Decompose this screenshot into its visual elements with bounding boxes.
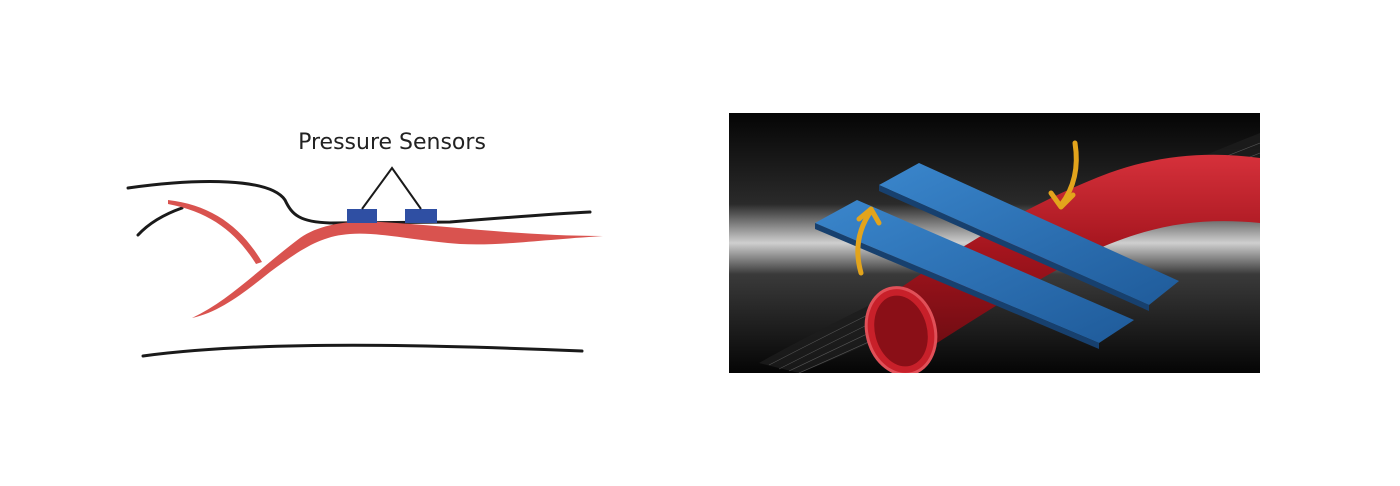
sensor-strip-bottom-edge	[815, 223, 1099, 349]
sensor-strip-top-edge	[879, 185, 1149, 311]
tissue-outline-bottom	[141, 343, 584, 358]
compression-arrow-head	[1048, 190, 1076, 210]
compression-arrow-icon	[855, 208, 874, 276]
tissue-outline-left	[136, 206, 184, 237]
compression-arrow-head	[856, 206, 882, 226]
vessel-lumen	[874, 295, 928, 367]
skin-outline-top	[126, 180, 592, 225]
artery-branch	[168, 200, 262, 264]
pressure-sensors-label: Pressure Sensors	[298, 130, 486, 155]
sensor-leader-lines	[361, 166, 422, 210]
sensor-render-illustration	[729, 113, 1260, 373]
wrist-cross-section-diagram: Pressure Sensors	[126, 130, 603, 358]
artery	[192, 221, 603, 318]
sensor-strip-top	[879, 163, 1179, 305]
pressure-sensor-icon	[405, 209, 437, 223]
pressure-sensor-icon	[347, 209, 377, 223]
sensor-strip-bottom	[815, 200, 1134, 343]
